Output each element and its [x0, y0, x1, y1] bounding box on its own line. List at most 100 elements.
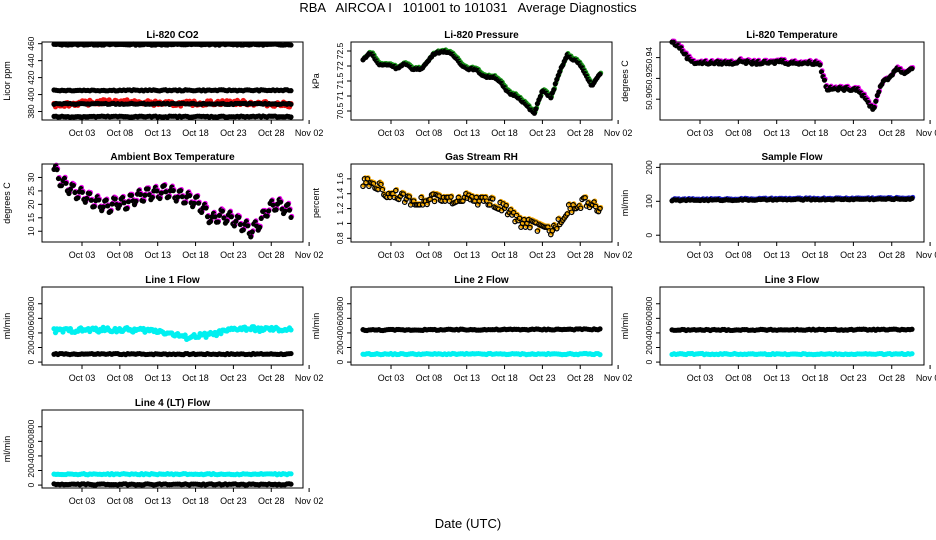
x-tick-label: Oct 18 [802, 250, 829, 260]
panel-5: Gas Stream RH percent 0.8 1 1.2 1.4 1.6 Oct 03 O… [311, 152, 632, 260]
data-point [288, 101, 294, 107]
data-point [264, 213, 270, 219]
x-tick-label: Oct 08 [107, 373, 134, 383]
data-point [909, 66, 915, 72]
x-tick-label: Oct 03 [69, 373, 96, 383]
data-point [70, 182, 76, 189]
y-tick-label: 100 [644, 194, 654, 208]
panel-4: Ambient Box Temperature degrees C 10 15 20 25… [2, 152, 323, 260]
x-tick-label: Oct 13 [763, 373, 790, 383]
data-point [818, 69, 825, 75]
x-tick-label: Oct 23 [840, 128, 867, 138]
y-tick-label: 400 [644, 326, 654, 340]
y-tick-label: 400 [335, 326, 345, 340]
data-point [103, 197, 109, 203]
data-point [55, 175, 62, 182]
x-tick-label: Nov 02 [916, 373, 936, 383]
x-tick-label: Oct 28 [258, 250, 285, 260]
panel-title: Line 1 Flow [145, 275, 200, 286]
y-tick-label: 1.6 [335, 173, 345, 185]
data-point [203, 205, 209, 211]
y-tick-label: 400 [26, 326, 36, 340]
data-point [360, 183, 366, 190]
data-point [133, 198, 139, 204]
data-point [96, 197, 102, 203]
y-axis-label: degrees C [620, 60, 630, 102]
y-tick-label: 50.94 [644, 47, 654, 69]
y-tick-label: 600 [644, 311, 654, 325]
data-point [418, 194, 424, 201]
x-tick-label: Oct 03 [687, 250, 714, 260]
data-point [66, 190, 72, 197]
data-point [112, 196, 118, 202]
y-tick-label: 72.5 [335, 42, 345, 59]
data-point [195, 200, 202, 206]
x-tick-label: Oct 23 [529, 128, 556, 138]
x-tick-label: Oct 23 [220, 496, 247, 506]
x-tick-label: Oct 18 [491, 373, 518, 383]
y-tick-label: 25 [26, 186, 36, 196]
y-tick-label: 0.8 [335, 232, 345, 244]
data-point [557, 69, 563, 75]
data-point [549, 228, 556, 234]
y-tick-label: 200 [644, 160, 654, 174]
x-tick-label: Oct 03 [378, 373, 405, 383]
data-point [63, 180, 69, 186]
plot-frame [350, 163, 613, 243]
panel-2: Li-820 Pressure kPa 70.571 71.572 72.5 Oct 03… [311, 30, 632, 138]
data-point [212, 214, 218, 220]
x-tick-label: Oct 28 [258, 128, 285, 138]
data-point [249, 229, 255, 235]
data-point [87, 190, 93, 197]
data-point [286, 207, 293, 213]
data-point [67, 186, 73, 192]
x-tick-label: Oct 08 [416, 250, 443, 260]
series-rh [360, 175, 604, 238]
series-standard-low [51, 113, 294, 120]
data-point [288, 114, 294, 120]
data-point [534, 101, 540, 107]
panel-3: Li-820 Temperature degrees C 50.9050.9250.… [620, 30, 936, 138]
x-axis-title: Date (UTC) [434, 516, 502, 531]
data-point [531, 110, 538, 116]
data-point [582, 195, 588, 201]
data-point [198, 209, 205, 216]
series-pressure [360, 47, 604, 116]
x-tick-label: Oct 23 [840, 250, 867, 260]
data-point [288, 481, 294, 487]
data-point [257, 224, 263, 230]
y-tick-label: 10 [26, 226, 36, 236]
data-point [817, 62, 823, 68]
x-tick-label: Oct 13 [763, 250, 790, 260]
y-tick-label: 800 [335, 296, 345, 310]
y-tick-label: 0 [26, 482, 36, 487]
data-point [237, 221, 243, 228]
series-line3-flow [669, 326, 915, 334]
series-temperature [669, 38, 916, 112]
data-point [175, 194, 181, 200]
data-point [116, 202, 123, 208]
y-tick-label: 72 [335, 61, 345, 71]
y-tick-label: 0 [644, 359, 654, 364]
data-point [553, 225, 560, 232]
x-tick-label: Oct 08 [725, 128, 752, 138]
data-point [548, 95, 554, 101]
data-point [128, 192, 135, 199]
y-tick-label: 600 [26, 434, 36, 448]
x-tick-label: Oct 28 [878, 373, 905, 383]
x-tick-label: Oct 18 [182, 250, 209, 260]
y-tick-label: 0 [26, 359, 36, 364]
plot-frame [659, 286, 925, 366]
data-point [503, 202, 509, 209]
plot-frame [659, 41, 925, 121]
data-point [140, 198, 147, 204]
data-point [288, 88, 294, 94]
y-tick-label: 420 [26, 70, 36, 84]
data-point [142, 192, 148, 198]
panel-title: Li-820 CO2 [146, 30, 199, 41]
x-tick-label: Oct 18 [182, 496, 209, 506]
y-axis-label: ml/min [620, 313, 630, 340]
x-tick-label: Nov 02 [916, 250, 936, 260]
panel-title: Line 2 Flow [454, 275, 509, 286]
